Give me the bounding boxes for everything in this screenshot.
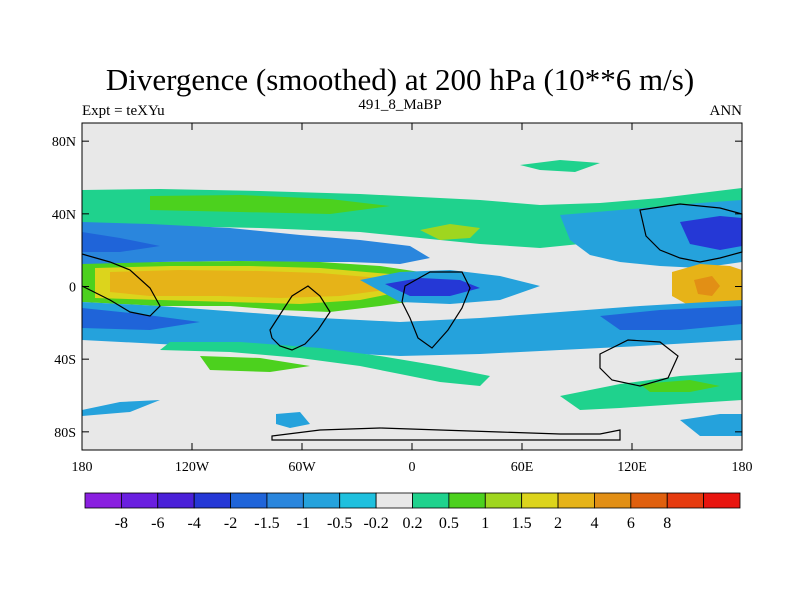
- coastlines: [81, 203, 743, 441]
- y-tick-label: 80N: [52, 135, 76, 150]
- colorbar-swatch: [339, 492, 377, 509]
- contour-nh-strong-band: [150, 195, 390, 214]
- contour-sh-positive: [160, 342, 490, 386]
- contour-nh-negative-east: [560, 200, 742, 268]
- colorbar-swatch: [84, 492, 122, 509]
- colorbar-label: 4: [590, 515, 598, 532]
- x-axis: 180 120W 60W 0 60E 120E 180: [72, 123, 753, 475]
- season-label: ANN: [709, 103, 743, 119]
- x-tick-label: 120E: [617, 460, 647, 475]
- colorbar-label: -1: [297, 515, 310, 532]
- colorbar-swatch: [375, 492, 413, 509]
- colorbar-label: 6: [627, 515, 635, 532]
- contour-antarctic-negative: [680, 414, 742, 436]
- colorbar-label: -1.5: [254, 515, 279, 532]
- colorbar-swatch: [484, 492, 523, 509]
- colorbar-label: -6: [151, 515, 164, 532]
- y-tick-label: 40S: [54, 353, 76, 368]
- y-tick-label: 40N: [52, 208, 76, 223]
- contour-arctic-green: [520, 160, 600, 172]
- colorbar-swatch: [266, 492, 304, 509]
- colorbar-label: -0.2: [363, 515, 388, 532]
- y-tick-label: 0: [69, 281, 76, 296]
- colorbar-swatch: [230, 492, 268, 509]
- contour-sh-positive-east-core: [640, 380, 720, 392]
- colorbar-swatch: [703, 492, 741, 509]
- colorbar-label: -0.5: [327, 515, 352, 532]
- colorbar-label: -2: [224, 515, 237, 532]
- colorbar-label: 1.5: [512, 515, 532, 532]
- contour-antarctic-negative-west: [276, 412, 310, 428]
- contour-sh-subtrop-negative: [82, 400, 160, 416]
- chart-title: Divergence (smoothed) at 200 hPa (10**6 …: [105, 62, 695, 97]
- contour-sh-strong-negative-east: [600, 306, 742, 330]
- coastline-australia: [599, 339, 679, 387]
- colorbar-label: 8: [663, 515, 671, 532]
- contour-tropical-peak: [110, 270, 385, 298]
- colorbar-swatch: [666, 492, 705, 509]
- contour-sh-strong-negative: [82, 308, 200, 330]
- colorbar-swatch: [120, 492, 159, 509]
- y-axis: 80N 40N 0 40S 80S: [52, 135, 742, 441]
- coastline-south-america: [269, 285, 331, 351]
- coastline-antarctica: [271, 427, 621, 441]
- colorbar-label: -8: [115, 515, 128, 532]
- colorbar-label: 0.5: [439, 515, 459, 532]
- contour-nh-strong-negative-east: [680, 216, 742, 250]
- colorbar-swatch: [448, 492, 486, 509]
- colorbar-swatch: [521, 492, 559, 509]
- contour-nh-strong-negative-west: [82, 232, 160, 252]
- colorbar-swatch: [594, 492, 632, 509]
- colorbar-swatch: [412, 492, 450, 509]
- experiment-label: Expt = teXYu: [82, 103, 165, 119]
- contour-sh-negative-band: [82, 300, 742, 356]
- contour-nh-yellow-spot: [420, 224, 480, 240]
- x-tick-label: 120W: [175, 460, 210, 475]
- x-tick-label: 0: [409, 460, 416, 475]
- x-tick-label: 180: [732, 460, 753, 475]
- coastline-asia: [639, 203, 743, 263]
- colorbar-swatch: [630, 492, 668, 509]
- colorbar-label: -4: [188, 515, 201, 532]
- coastline-north-america: [81, 253, 161, 317]
- contour-pacific-max: [694, 276, 720, 296]
- contour-fields: [82, 160, 742, 436]
- colorbar-label: 0.2: [403, 515, 423, 532]
- y-tick-label: 80S: [54, 426, 76, 441]
- contour-sh-positive-core: [200, 356, 310, 372]
- colorbar-swatch: [193, 492, 231, 509]
- colorbar-label: 1: [481, 515, 489, 532]
- coastline-africa: [401, 271, 471, 349]
- x-tick-label: 60W: [288, 460, 316, 475]
- colorbar-label: 2: [554, 515, 562, 532]
- case-label: 491_8_MaBP: [358, 97, 442, 113]
- contour-nh-negative-band: [82, 222, 430, 266]
- x-tick-label: 180: [72, 460, 93, 475]
- colorbar-swatch: [302, 492, 341, 509]
- contour-african-strong-negative: [385, 278, 480, 296]
- x-tick-label: 60E: [511, 460, 534, 475]
- colorbar-swatch: [157, 492, 195, 509]
- colorbar: -8 -6 -4 -2 -1.5 -1 -0.5 -0.2 0.2 0.5 1 1.5 2 4 6 8: [84, 492, 741, 532]
- colorbar-swatch: [557, 492, 595, 509]
